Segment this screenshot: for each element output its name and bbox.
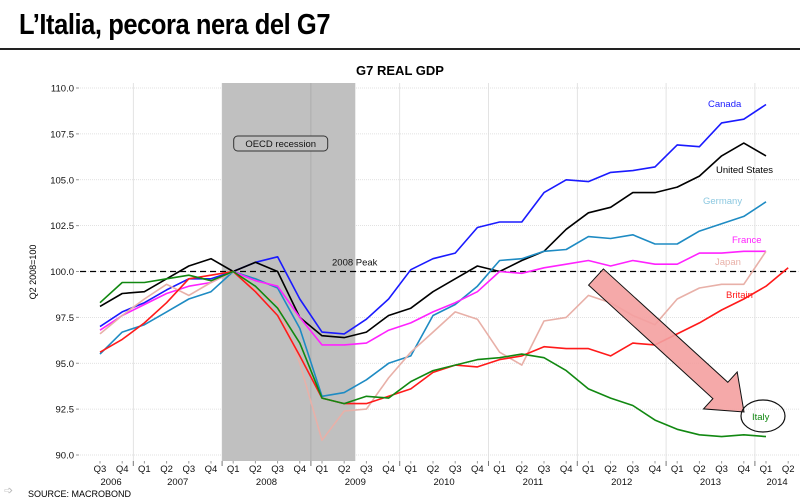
quarter-label: Q2 <box>160 464 173 475</box>
y-tick-label: 105.0 <box>50 175 74 186</box>
y-tick-label: 110.0 <box>51 84 74 95</box>
italy-highlight-circle <box>740 399 786 433</box>
series-label-britain: Britain <box>726 290 753 301</box>
y-tick-label: 95.0 <box>56 359 75 370</box>
quarter-label: Q4 <box>737 464 750 475</box>
quarter-label: Q2 <box>515 464 528 475</box>
quarter-label: Q3 <box>94 464 107 475</box>
quarter-label: Q1 <box>582 464 595 475</box>
quarter-label: Q3 <box>715 464 728 475</box>
series-label-united-states: United States <box>716 165 773 176</box>
chart-title: G7 REAL GDP <box>356 63 444 78</box>
quarter-label: Q2 <box>693 464 706 475</box>
quarter-label: Q4 <box>116 464 129 475</box>
source-note: SOURCE: MACROBOND <box>28 489 132 499</box>
quarter-label: Q4 <box>293 464 306 475</box>
quarter-label: Q2 <box>604 464 617 475</box>
quarter-label: Q1 <box>493 464 506 475</box>
series-line-germany <box>99 201 767 398</box>
year-label: 2010 <box>434 477 455 488</box>
y-tick-label: 90.0 <box>56 451 75 462</box>
year-label: 2013 <box>700 477 721 488</box>
slide-title: L’Italia, pecora nera del G7 <box>19 9 331 41</box>
recession-label-box: OECD recession <box>233 135 329 152</box>
series-line-britain <box>99 267 789 405</box>
series-label-france: France <box>732 235 762 246</box>
quarter-label: Q2 <box>782 464 795 475</box>
series-label-canada: Canada <box>708 99 742 110</box>
quarter-label: Q1 <box>760 464 773 475</box>
y-tick-label: 97.5 <box>56 313 75 324</box>
quarter-label: Q3 <box>360 464 373 475</box>
quarter-label: Q4 <box>560 464 573 475</box>
down-arrow-annotation <box>587 268 745 413</box>
quarter-label: Q3 <box>449 464 462 475</box>
axes: 90.0 92.5 95.0 97.5 100.0 102.5 105.0 107.5 110.… <box>50 84 794 489</box>
series-label-italy: Italy <box>752 412 770 423</box>
year-label: 2007 <box>167 477 188 488</box>
y-tick-label: 100.0 <box>50 267 74 278</box>
quarter-label: Q4 <box>649 464 662 475</box>
y-axis-label: Q2 2008=100 <box>28 245 38 300</box>
quarter-label: Q4 <box>471 464 484 475</box>
quarter-label: Q1 <box>671 464 684 475</box>
title-divider <box>0 48 800 50</box>
quarter-label: Q3 <box>271 464 284 475</box>
series-lines <box>99 103 789 442</box>
year-label: 2006 <box>101 477 122 488</box>
quarter-label: Q2 <box>249 464 262 475</box>
series-label-germany: Germany <box>703 196 742 207</box>
year-label: 2012 <box>611 477 632 488</box>
quarter-label: Q4 <box>382 464 395 475</box>
year-label: 2011 <box>523 477 543 488</box>
quarter-label: Q1 <box>404 464 417 475</box>
peak-reference-label: 2008 Peak <box>332 258 378 269</box>
year-label: 2009 <box>345 477 366 488</box>
quarter-label: Q3 <box>538 464 551 475</box>
arrow-bullet-icon: ➩ <box>4 485 14 497</box>
quarter-label: Q1 <box>316 464 329 475</box>
quarter-label: Q2 <box>338 464 351 475</box>
quarter-label: Q3 <box>626 464 639 475</box>
series-line-canada <box>99 103 767 335</box>
quarter-label: Q1 <box>227 464 240 475</box>
y-tick-label: 107.5 <box>50 129 74 140</box>
y-tick-label: 102.5 <box>50 221 74 232</box>
series-labels: Canada United States Germany France Japan Bri… <box>703 99 773 423</box>
recession-label: OECD recession <box>245 139 316 150</box>
quarter-label: Q3 <box>182 464 195 475</box>
series-line-united-states <box>99 142 767 339</box>
y-tick-label: 92.5 <box>56 405 75 416</box>
series-label-japan: Japan <box>715 257 741 268</box>
year-label: 2014 <box>767 477 788 488</box>
year-label: 2008 <box>256 477 277 488</box>
quarter-label: Q1 <box>138 464 151 475</box>
quarter-label: Q2 <box>427 464 440 475</box>
recession-label-frame <box>233 135 329 152</box>
series-line-italy <box>99 270 767 438</box>
quarter-label: Q4 <box>205 464 218 475</box>
